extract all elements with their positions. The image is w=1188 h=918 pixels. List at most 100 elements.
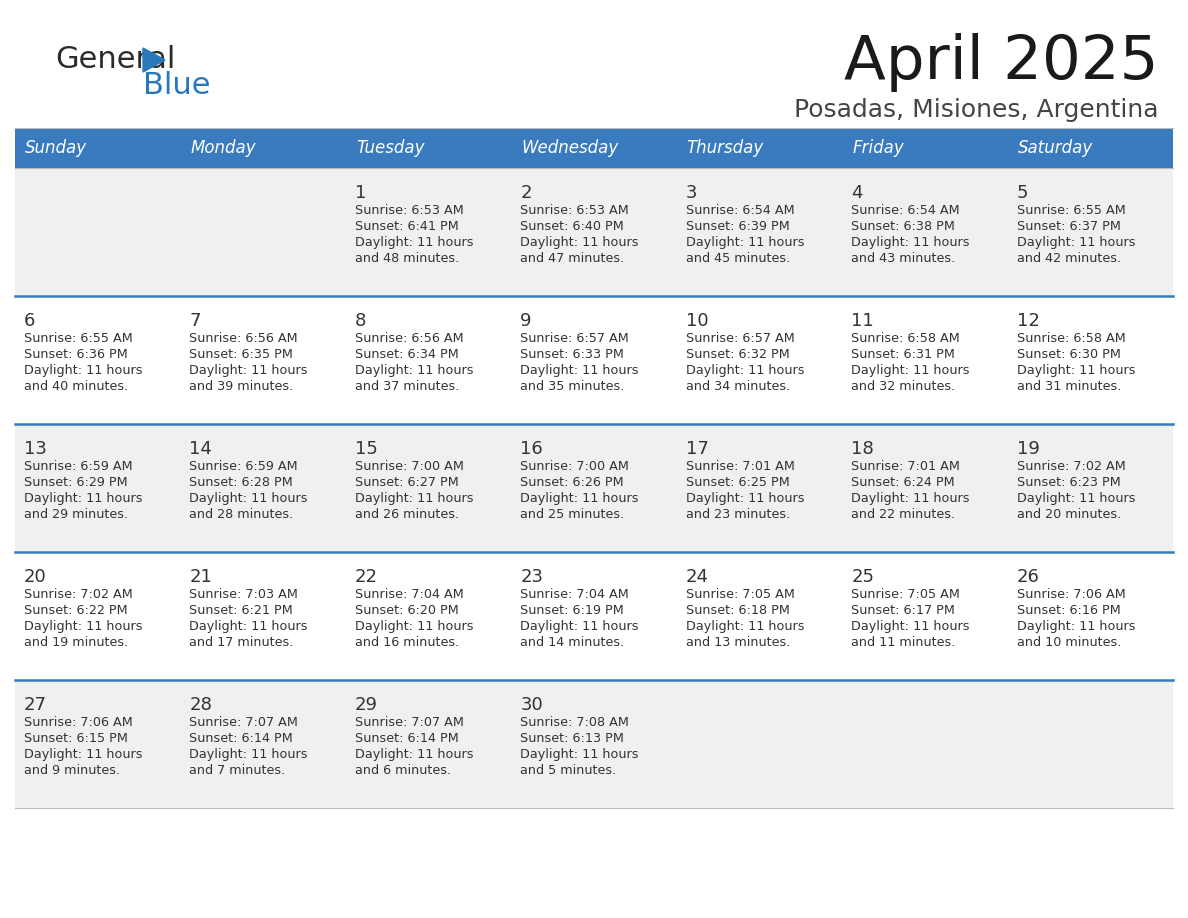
Text: 30: 30 <box>520 696 543 714</box>
Text: 3: 3 <box>685 184 697 202</box>
Text: Sunset: 6:17 PM: Sunset: 6:17 PM <box>851 604 955 617</box>
Text: Daylight: 11 hours: Daylight: 11 hours <box>189 748 308 761</box>
Text: Sunset: 6:34 PM: Sunset: 6:34 PM <box>355 348 459 361</box>
Text: Sunrise: 6:53 AM: Sunrise: 6:53 AM <box>520 204 628 217</box>
Text: Posadas, Misiones, Argentina: Posadas, Misiones, Argentina <box>794 98 1158 122</box>
Text: and 43 minutes.: and 43 minutes. <box>851 252 955 265</box>
Text: Daylight: 11 hours: Daylight: 11 hours <box>1017 364 1135 377</box>
Text: Thursday: Thursday <box>687 139 764 157</box>
Text: Sunrise: 6:53 AM: Sunrise: 6:53 AM <box>355 204 463 217</box>
Text: Daylight: 11 hours: Daylight: 11 hours <box>24 364 143 377</box>
Text: Sunset: 6:13 PM: Sunset: 6:13 PM <box>520 732 624 745</box>
Text: 11: 11 <box>851 312 874 330</box>
Text: and 6 minutes.: and 6 minutes. <box>355 764 451 777</box>
Text: Sunrise: 7:01 AM: Sunrise: 7:01 AM <box>851 460 960 473</box>
Text: Sunset: 6:23 PM: Sunset: 6:23 PM <box>1017 476 1120 489</box>
Text: Daylight: 11 hours: Daylight: 11 hours <box>189 364 308 377</box>
Text: 5: 5 <box>1017 184 1028 202</box>
Text: Sunrise: 7:01 AM: Sunrise: 7:01 AM <box>685 460 795 473</box>
Text: Sunrise: 7:04 AM: Sunrise: 7:04 AM <box>520 588 628 601</box>
Text: Sunrise: 7:03 AM: Sunrise: 7:03 AM <box>189 588 298 601</box>
Text: Sunset: 6:36 PM: Sunset: 6:36 PM <box>24 348 128 361</box>
Text: and 40 minutes.: and 40 minutes. <box>24 380 128 393</box>
Text: 2: 2 <box>520 184 532 202</box>
Text: Sunrise: 6:59 AM: Sunrise: 6:59 AM <box>24 460 133 473</box>
Text: and 31 minutes.: and 31 minutes. <box>1017 380 1121 393</box>
Text: Sunrise: 7:00 AM: Sunrise: 7:00 AM <box>355 460 463 473</box>
Text: and 29 minutes.: and 29 minutes. <box>24 508 128 521</box>
Text: Sunrise: 7:07 AM: Sunrise: 7:07 AM <box>189 716 298 729</box>
Text: Sunset: 6:16 PM: Sunset: 6:16 PM <box>1017 604 1120 617</box>
Text: and 37 minutes.: and 37 minutes. <box>355 380 460 393</box>
Text: 27: 27 <box>24 696 48 714</box>
Text: Sunrise: 7:02 AM: Sunrise: 7:02 AM <box>1017 460 1125 473</box>
Text: 29: 29 <box>355 696 378 714</box>
Text: Sunrise: 7:05 AM: Sunrise: 7:05 AM <box>685 588 795 601</box>
Text: and 26 minutes.: and 26 minutes. <box>355 508 459 521</box>
Text: Sunrise: 6:55 AM: Sunrise: 6:55 AM <box>1017 204 1125 217</box>
Text: Daylight: 11 hours: Daylight: 11 hours <box>851 364 969 377</box>
Text: 28: 28 <box>189 696 213 714</box>
Text: Sunset: 6:40 PM: Sunset: 6:40 PM <box>520 220 624 233</box>
Text: 14: 14 <box>189 440 213 458</box>
Text: 22: 22 <box>355 568 378 586</box>
Text: and 47 minutes.: and 47 minutes. <box>520 252 625 265</box>
Text: Daylight: 11 hours: Daylight: 11 hours <box>189 620 308 633</box>
Text: and 10 minutes.: and 10 minutes. <box>1017 636 1121 649</box>
Text: Sunset: 6:29 PM: Sunset: 6:29 PM <box>24 476 127 489</box>
Text: Sunset: 6:39 PM: Sunset: 6:39 PM <box>685 220 790 233</box>
Text: and 16 minutes.: and 16 minutes. <box>355 636 459 649</box>
Text: Sunrise: 6:57 AM: Sunrise: 6:57 AM <box>685 332 795 345</box>
Text: Daylight: 11 hours: Daylight: 11 hours <box>520 620 639 633</box>
Text: Sunset: 6:28 PM: Sunset: 6:28 PM <box>189 476 293 489</box>
Text: Sunrise: 6:59 AM: Sunrise: 6:59 AM <box>189 460 298 473</box>
Text: Monday: Monday <box>190 139 257 157</box>
Text: 23: 23 <box>520 568 543 586</box>
Text: 1: 1 <box>355 184 366 202</box>
Text: and 32 minutes.: and 32 minutes. <box>851 380 955 393</box>
Text: and 17 minutes.: and 17 minutes. <box>189 636 293 649</box>
Text: Sunrise: 6:54 AM: Sunrise: 6:54 AM <box>851 204 960 217</box>
Text: 20: 20 <box>24 568 46 586</box>
Text: and 20 minutes.: and 20 minutes. <box>1017 508 1120 521</box>
Text: Sunset: 6:15 PM: Sunset: 6:15 PM <box>24 732 128 745</box>
Text: 18: 18 <box>851 440 874 458</box>
Text: and 25 minutes.: and 25 minutes. <box>520 508 625 521</box>
Text: Daylight: 11 hours: Daylight: 11 hours <box>24 620 143 633</box>
Text: Daylight: 11 hours: Daylight: 11 hours <box>685 236 804 249</box>
Text: Daylight: 11 hours: Daylight: 11 hours <box>1017 620 1135 633</box>
Text: Daylight: 11 hours: Daylight: 11 hours <box>685 492 804 505</box>
Text: Sunrise: 6:56 AM: Sunrise: 6:56 AM <box>189 332 298 345</box>
Text: Sunrise: 6:56 AM: Sunrise: 6:56 AM <box>355 332 463 345</box>
Text: and 42 minutes.: and 42 minutes. <box>1017 252 1120 265</box>
Text: Sunset: 6:38 PM: Sunset: 6:38 PM <box>851 220 955 233</box>
Text: 15: 15 <box>355 440 378 458</box>
Bar <box>15 424 1173 552</box>
Text: Sunset: 6:37 PM: Sunset: 6:37 PM <box>1017 220 1120 233</box>
Text: and 14 minutes.: and 14 minutes. <box>520 636 625 649</box>
Text: and 19 minutes.: and 19 minutes. <box>24 636 128 649</box>
Text: Saturday: Saturday <box>1018 139 1093 157</box>
Text: Daylight: 11 hours: Daylight: 11 hours <box>1017 236 1135 249</box>
Text: Daylight: 11 hours: Daylight: 11 hours <box>685 620 804 633</box>
Text: Daylight: 11 hours: Daylight: 11 hours <box>24 492 143 505</box>
Text: 17: 17 <box>685 440 708 458</box>
Text: 9: 9 <box>520 312 532 330</box>
Text: General: General <box>55 46 176 74</box>
Text: Sunset: 6:18 PM: Sunset: 6:18 PM <box>685 604 790 617</box>
Text: Sunrise: 7:08 AM: Sunrise: 7:08 AM <box>520 716 630 729</box>
Text: and 23 minutes.: and 23 minutes. <box>685 508 790 521</box>
Text: Daylight: 11 hours: Daylight: 11 hours <box>355 364 473 377</box>
Bar <box>15 552 1173 680</box>
Text: and 34 minutes.: and 34 minutes. <box>685 380 790 393</box>
Text: Sunset: 6:20 PM: Sunset: 6:20 PM <box>355 604 459 617</box>
Text: Sunset: 6:14 PM: Sunset: 6:14 PM <box>355 732 459 745</box>
Text: Daylight: 11 hours: Daylight: 11 hours <box>520 492 639 505</box>
Text: Sunset: 6:33 PM: Sunset: 6:33 PM <box>520 348 624 361</box>
Text: Friday: Friday <box>852 139 904 157</box>
Text: Daylight: 11 hours: Daylight: 11 hours <box>520 748 639 761</box>
Text: Sunset: 6:25 PM: Sunset: 6:25 PM <box>685 476 790 489</box>
Text: 16: 16 <box>520 440 543 458</box>
Text: Daylight: 11 hours: Daylight: 11 hours <box>24 748 143 761</box>
Text: Sunset: 6:22 PM: Sunset: 6:22 PM <box>24 604 127 617</box>
